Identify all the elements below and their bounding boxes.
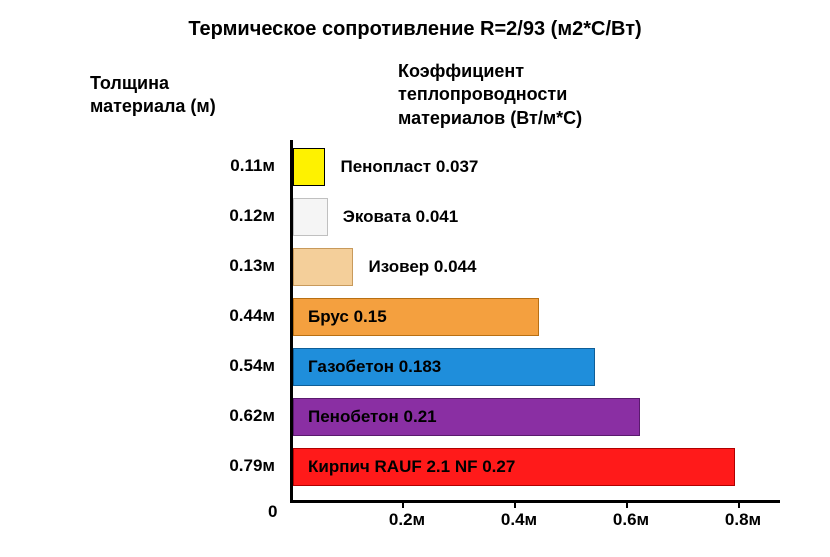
bar-0 [293,148,325,186]
bar-label-6: Кирпич RAUF 2.1 NF 0.27 [308,448,515,486]
thickness-label-1: 0.12м [175,206,275,226]
left-axis-header: Толщинаматериала (м) [90,72,216,119]
thickness-label-2: 0.13м [175,256,275,276]
bar-label-4: Газобетон 0.183 [308,348,441,386]
bar-1 [293,198,328,236]
bar-label-1: Эковата 0.041 [343,198,459,236]
bar-label-0: Пенопласт 0.037 [340,148,478,186]
x-axis [290,500,780,503]
thickness-label-4: 0.54м [175,356,275,376]
bar-2 [293,248,353,286]
thickness-label-6: 0.79м [175,456,275,476]
x-tick-2 [626,500,628,508]
x-tick-label-0: 0.2м [377,510,437,530]
bar-label-2: Изовер 0.044 [368,248,476,286]
x-tick-label-1: 0.4м [489,510,549,530]
thickness-label-5: 0.62м [175,406,275,426]
bar-label-3: Брус 0.15 [308,298,387,336]
x-tick-3 [738,500,740,508]
thickness-label-0: 0.11м [175,156,275,176]
x-tick-label-2: 0.6м [601,510,661,530]
x-tick-label-3: 0.8м [713,510,773,530]
chart-title: Термическое сопротивление R=2/93 (м2*С/В… [0,18,830,41]
x-tick-0 [402,500,404,508]
bar-chart: Пенопласт 0.037 Эковата 0.041 Изовер 0.044… [290,140,790,500]
right-axis-header: Коэффициенттеплопроводностиматериалов (В… [398,60,582,130]
bar-label-5: Пенобетон 0.21 [308,398,437,436]
x-tick-zero: 0 [268,502,277,522]
thickness-label-3: 0.44м [175,306,275,326]
x-tick-1 [514,500,516,508]
